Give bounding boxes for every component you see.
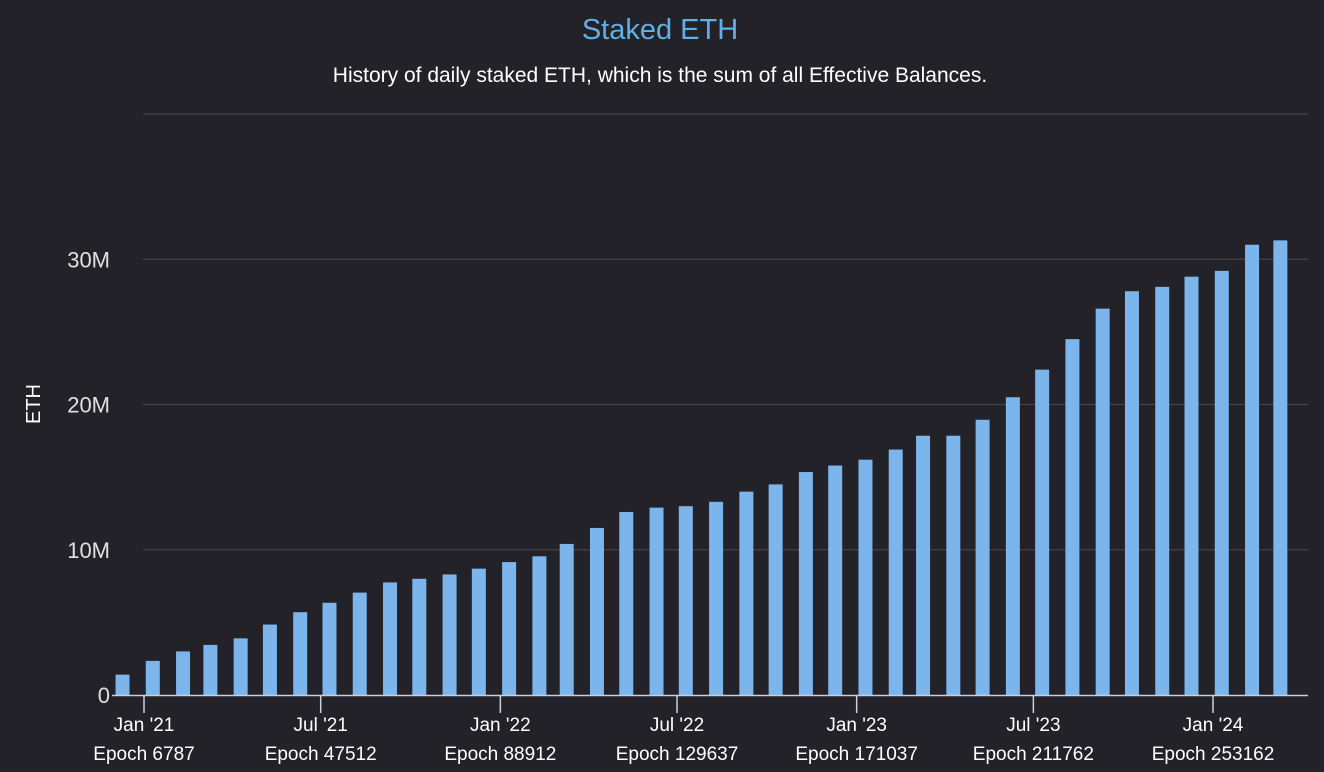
y-tick-label: 0 — [98, 683, 110, 708]
x-tick-label: Jan '23 — [826, 715, 887, 736]
bar — [1035, 369, 1050, 695]
x-tick-label: Jul '23 — [1006, 715, 1060, 736]
bar — [176, 651, 191, 695]
x-tick-epoch: Epoch 129637 — [616, 744, 739, 765]
x-tick-label: Jul '21 — [294, 715, 348, 736]
bar — [145, 660, 160, 695]
bar — [1245, 244, 1260, 695]
bar — [412, 578, 427, 695]
y-tick-label: 10M — [67, 538, 110, 563]
bar — [1005, 397, 1020, 695]
bar — [471, 568, 486, 695]
x-tick-label: Jan '22 — [470, 715, 531, 736]
x-tick-epoch: Epoch 171037 — [795, 744, 918, 765]
bar — [383, 582, 398, 695]
bar — [203, 644, 218, 695]
x-tick-label: Jul '22 — [650, 715, 704, 736]
x-tick-epoch: Epoch 88912 — [444, 744, 556, 765]
bar — [1065, 339, 1080, 695]
bar — [828, 465, 843, 695]
bar — [233, 638, 248, 695]
x-tick-epoch: Epoch 6787 — [93, 744, 194, 765]
bar — [619, 511, 634, 695]
bar — [293, 612, 308, 695]
bar — [709, 501, 724, 695]
bar — [532, 556, 547, 695]
bar — [442, 574, 457, 695]
bar — [1214, 270, 1229, 695]
x-tick-label: Jan '21 — [114, 715, 175, 736]
y-tick-label: 20M — [67, 393, 110, 418]
bar — [589, 527, 604, 695]
bar — [1273, 240, 1288, 695]
bar — [559, 543, 574, 695]
x-tick-epoch: Epoch 211762 — [973, 744, 1094, 765]
bar — [946, 435, 961, 695]
bar — [916, 435, 931, 695]
x-tick-epoch: Epoch 253162 — [1152, 744, 1275, 765]
bar — [1155, 286, 1170, 695]
chart-subtitle: History of daily staked ETH, which is th… — [333, 64, 987, 87]
bar — [768, 484, 783, 695]
bar — [1184, 276, 1199, 695]
y-axis-label: ETH — [23, 384, 45, 424]
bar — [262, 624, 277, 695]
bar — [649, 507, 664, 695]
bar — [678, 506, 693, 695]
x-tick-label: Jan '24 — [1183, 715, 1244, 736]
bar — [739, 491, 754, 695]
bar — [1095, 308, 1110, 695]
bar — [502, 562, 517, 695]
bar — [352, 592, 367, 695]
bar — [115, 674, 130, 695]
bar — [888, 449, 903, 695]
y-tick-label: 30M — [67, 247, 110, 272]
bar — [975, 419, 990, 695]
bar — [858, 459, 873, 695]
bar — [322, 602, 337, 695]
bar — [1124, 291, 1139, 695]
bar — [798, 472, 813, 695]
chart-title: Staked ETH — [582, 14, 738, 46]
x-tick-epoch: Epoch 47512 — [265, 744, 377, 765]
